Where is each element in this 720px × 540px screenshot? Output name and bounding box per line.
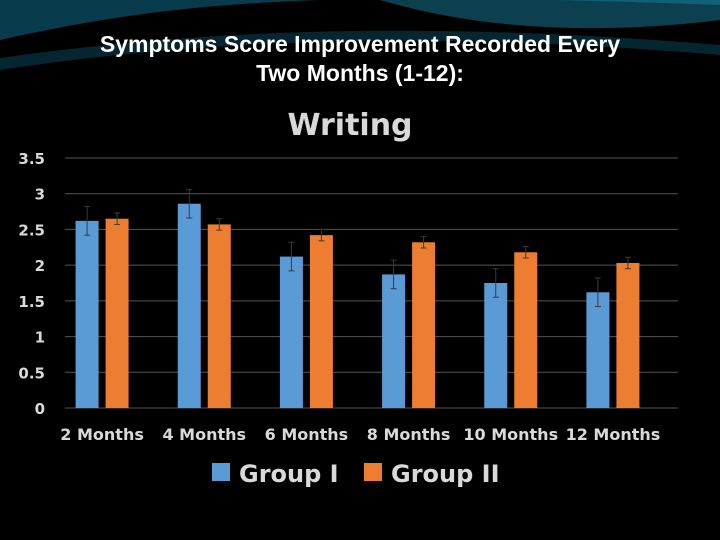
chart-title: Writing [287, 108, 412, 143]
x-tick-label: 4 Months [162, 425, 246, 444]
bar-group-1-8-months [382, 274, 406, 408]
bar-group-1-10-months [484, 283, 508, 408]
y-tick-label: 1.5 [18, 293, 45, 311]
legend-swatch-group-2 [364, 463, 382, 481]
bars [75, 188, 640, 408]
bar-group-1-6-months [279, 256, 303, 408]
gridlines [65, 157, 678, 409]
legend-label: Group II [391, 460, 500, 488]
bar-group-1-4-months [177, 203, 201, 408]
y-tick-label: 2 [35, 257, 45, 275]
bar-group-2-2-months [105, 218, 129, 408]
slide-title-line-2: Two Months (1-12): [256, 60, 464, 86]
writing-bar-chart: Writing 0 0.5 1 1.5 2 2.5 3 3.5 2 Months 4 Month… [18, 108, 678, 488]
bar-group-1-2-months [75, 220, 99, 408]
bar-group-2-8-months [412, 242, 436, 408]
y-tick-label: 2.5 [18, 221, 45, 239]
y-tick-label: 1 [35, 329, 45, 347]
x-tick-label: 6 Months [265, 425, 349, 444]
bar-group-2-6-months [309, 235, 333, 408]
y-tick-label: 3.5 [18, 150, 45, 168]
x-tick-label: 8 Months [367, 425, 451, 444]
y-tick-label: 3 [35, 186, 45, 204]
x-tick-label: 10 Months [463, 425, 558, 444]
slide-title-line-1: Symptoms Score Improvement Recorded Ever… [99, 31, 621, 57]
y-axis-ticks: 0 0.5 1 1.5 2 2.5 3 3.5 [18, 150, 45, 418]
bar-group-2-10-months [514, 252, 538, 408]
legend: Group I Group II [212, 460, 500, 488]
slide-title: Symptoms Score Improvement Recorded Ever… [0, 30, 720, 88]
y-tick-label: 0.5 [18, 364, 45, 382]
x-tick-label: 2 Months [60, 425, 144, 444]
legend-swatch-group-1 [212, 463, 230, 481]
x-axis-ticks: 2 Months 4 Months 6 Months 8 Months 10 Month… [60, 425, 660, 444]
bar-group-1-12-months [586, 292, 610, 408]
bar-group-2-4-months [207, 224, 231, 408]
legend-label: Group I [239, 460, 339, 488]
x-tick-label: 12 Months [566, 425, 661, 444]
header-swoosh-decoration [0, 0, 720, 71]
y-tick-label: 0 [35, 400, 45, 418]
bar-group-2-12-months [616, 263, 640, 408]
